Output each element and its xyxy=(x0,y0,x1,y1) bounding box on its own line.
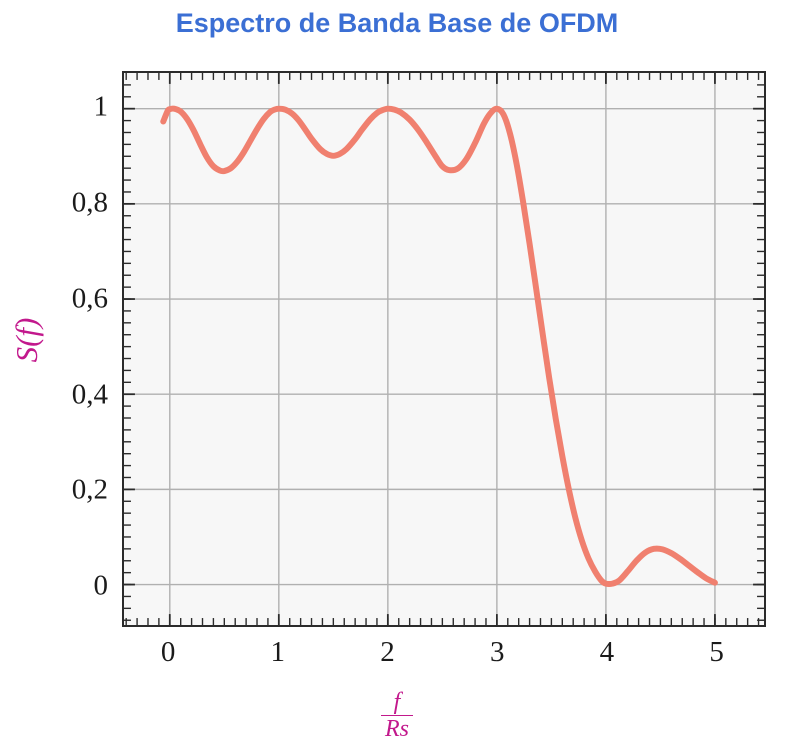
y-axis-tick-labels: 0 0,2 0,4 0,6 0,8 1 xyxy=(0,71,108,627)
major-tick-marks xyxy=(124,73,764,625)
x-tick-label: 3 xyxy=(489,636,505,668)
y-tick-label: 0 xyxy=(93,569,109,602)
y-axis-label-text: S(f) xyxy=(9,317,44,363)
x-axis-label-denominator: Rs xyxy=(385,716,409,743)
x-tick-label: 0 xyxy=(160,636,176,668)
y-tick-label: 0,8 xyxy=(71,186,108,219)
x-axis-label-numerator: f xyxy=(381,690,413,717)
y-tick-label: 0,6 xyxy=(71,282,108,315)
spectrum-curve xyxy=(160,105,718,587)
x-tick-label: 4 xyxy=(599,636,615,668)
x-tick-label: 5 xyxy=(709,636,724,668)
gridlines xyxy=(124,73,764,625)
minor-tick-marks xyxy=(124,73,764,625)
x-axis-label: f Rs xyxy=(0,690,794,742)
x-tick-label: 2 xyxy=(380,636,395,668)
x-tick-label: 1 xyxy=(270,636,286,668)
x-axis-tick-labels: 0 1 2 3 4 5 xyxy=(122,636,766,676)
y-tick-label: 0,4 xyxy=(71,378,108,411)
plot-canvas xyxy=(124,73,764,625)
x-axis-label-fraction: f Rs xyxy=(381,690,413,742)
chart-title: Espectro de Banda Base de OFDM xyxy=(175,8,619,38)
y-axis-label: S(f) xyxy=(9,295,45,385)
plot-area xyxy=(122,71,766,627)
y-tick-label: 1 xyxy=(93,90,109,123)
y-tick-label: 0,2 xyxy=(71,473,108,506)
